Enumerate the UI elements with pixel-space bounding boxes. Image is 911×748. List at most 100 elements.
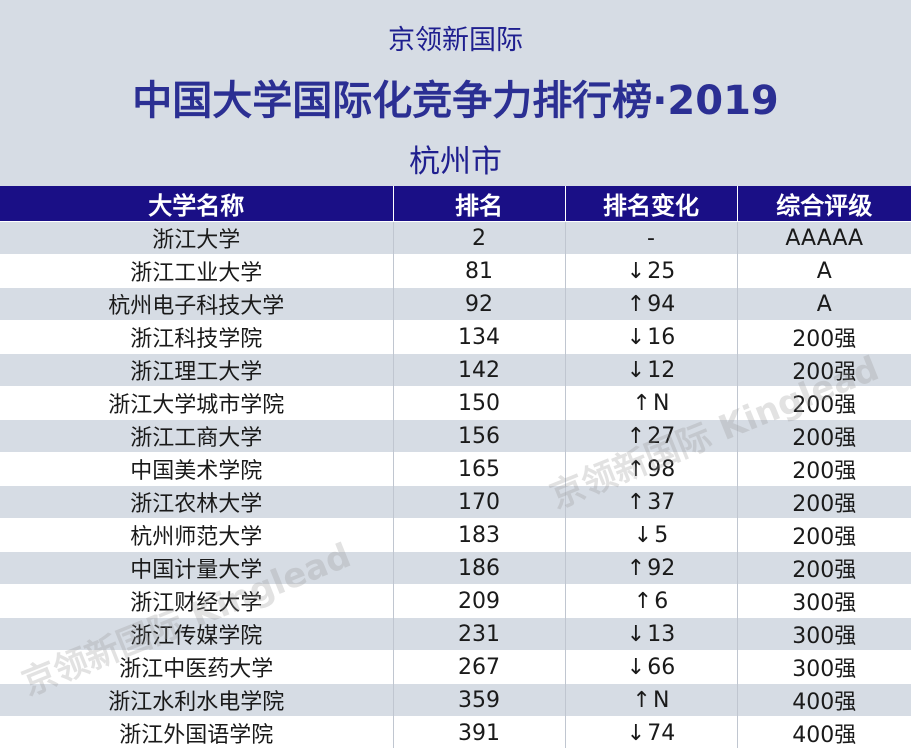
table-row: 浙江财经大学 209 ↑6 300强 [0,584,911,618]
table-row: 浙江大学城市学院 150 ↑N 200强 [0,386,911,420]
university-name-cell: 中国美术学院 [0,452,393,486]
arrow-down-icon: ↓ [626,621,646,647]
arrow-up-icon: ↑ [626,423,646,449]
grade-cell: AAAAA [736,221,911,255]
university-name-cell: 浙江理工大学 [0,353,393,387]
rank-change-cell: ↑94 [564,287,737,321]
table-row: 浙江农林大学 170 ↑37 200强 [0,485,911,519]
grade-cell: 200强 [736,452,911,486]
grade-cell: A [736,287,911,321]
rank-change-value: N [652,390,670,416]
rank-cell: 170 [392,485,565,519]
table-row: 浙江工业大学 81 ↓25 A [0,254,911,288]
rank-change-value: 13 [647,621,676,647]
table-row: 浙江理工大学 142 ↓12 200强 [0,353,911,387]
arrow-up-icon: ↑ [626,291,646,317]
university-name-cell: 浙江大学 [0,221,393,255]
rank-change-cell: ↑N [564,683,737,717]
grade-cell: 200强 [736,551,911,585]
rank-change-cell: ↓13 [564,617,737,651]
rank-change-value: 92 [647,555,676,581]
table-row: 浙江工商大学 156 ↑27 200强 [0,419,911,453]
rank-change-value: 74 [647,720,676,746]
university-name-cell: 浙江中医药大学 [0,650,393,684]
rank-cell: 209 [392,584,565,618]
rank-change-value: 98 [647,456,676,482]
rank-change-cell: ↓12 [564,353,737,387]
rank-cell: 231 [392,617,565,651]
grade-cell: 200强 [736,419,911,453]
arrow-up-icon: ↑ [632,390,651,416]
rank-change-value: 25 [647,258,676,284]
table-row: 浙江水利水电学院 359 ↑N 400强 [0,683,911,717]
column-header-rank-change: 排名变化 [564,186,737,222]
rank-change-value: 37 [647,489,676,515]
university-name-cell: 杭州师范大学 [0,518,393,552]
university-name-cell: 浙江传媒学院 [0,617,393,651]
city-subtitle: 杭州市 [409,144,502,180]
grade-cell: 200强 [736,320,911,354]
rank-change-cell: ↓16 [564,320,737,354]
rank-cell: 142 [392,353,565,387]
arrow-up-icon: ↑ [633,588,653,614]
grade-cell: 400强 [736,716,911,748]
rank-cell: 359 [392,683,565,717]
rank-change-cell: ↓25 [564,254,737,288]
ranking-table: 大学名称 排名 排名变化 综合评级 浙江大学 2- AAAAA 浙江工业大学 81 ↓25… [0,186,911,748]
university-name-cell: 浙江外国语学院 [0,716,393,748]
grade-cell: 300强 [736,650,911,684]
table-row: 浙江传媒学院 231 ↓13 300强 [0,617,911,651]
university-name-cell: 杭州电子科技大学 [0,287,393,321]
arrow-down-icon: ↓ [626,654,646,680]
university-name-cell: 浙江大学城市学院 [0,386,393,420]
table-row: 浙江大学 2 - AAAAA [0,221,911,255]
arrow-down-icon: ↓ [626,258,646,284]
grade-cell: 300强 [736,617,911,651]
rank-change-cell: ↓5 [564,518,737,552]
grade-cell: 200强 [736,353,911,387]
rank-change-cell: ↓66 [564,650,737,684]
table-row: 浙江中医药大学 267 ↓66 300强 [0,650,911,684]
rank-change-value: 5 [654,522,669,548]
grade-cell: 200强 [736,518,911,552]
table-row: 杭州电子科技大学 92 ↑94 A [0,287,911,321]
rank-change-value: 94 [647,291,676,317]
rank-change-cell: - [564,221,737,255]
grade-cell: 200强 [736,485,911,519]
table-row: 中国计量大学 186 ↑92 200强 [0,551,911,585]
table-row: 浙江外国语学院 391 ↓74 400强 [0,716,911,748]
rank-change-value: 66 [647,654,676,680]
rank-change-cell: ↑N [564,386,737,420]
grade-cell: A [736,254,911,288]
grade-cell: 200强 [736,386,911,420]
arrow-down-icon: ↓ [626,357,646,383]
header-banner: 京领新国际 中国大学国际化竞争力排行榜·2019 杭州市 [0,0,911,186]
university-name-cell: 浙江财经大学 [0,584,393,618]
rank-cell: 156 [392,419,565,453]
university-name-cell: 浙江水利水电学院 [0,683,393,717]
table-body: 浙江大学 2- AAAAA 浙江工业大学 81 ↓25 A 杭州电子科技大学 92 ↑94 A 浙江科… [0,221,911,748]
rank-cell: 81 [392,254,565,288]
arrow-up-icon: ↑ [632,687,651,713]
rank-change-value: 27 [647,423,676,449]
rank-cell: 183 [392,518,565,552]
arrow-down-icon: ↓ [626,720,646,746]
rank-change-value: - [647,225,655,251]
table-row: 杭州师范大学 183 ↓5 200强 [0,518,911,552]
organization-name: 京领新国际 [388,25,523,56]
university-name-cell: 浙江科技学院 [0,320,393,354]
rank-cell: 134 [392,320,565,354]
rank-change-cell: ↑37 [564,485,737,519]
arrow-up-icon: ↑ [626,456,646,482]
rank-change-cell: ↓74 [564,716,737,748]
rank-change-value: N [652,687,670,713]
rank-change-cell: ↑92 [564,551,737,585]
rank-change-cell: ↑27 [564,419,737,453]
rank-cell: 165 [392,452,565,486]
university-name-cell: 中国计量大学 [0,551,393,585]
arrow-down-icon: ↓ [626,324,646,350]
university-name-cell: 浙江工业大学 [0,254,393,288]
page-title: 中国大学国际化竞争力排行榜·2019 [132,78,779,124]
arrow-up-icon: ↑ [626,555,646,581]
rank-cell: 150 [392,386,565,420]
